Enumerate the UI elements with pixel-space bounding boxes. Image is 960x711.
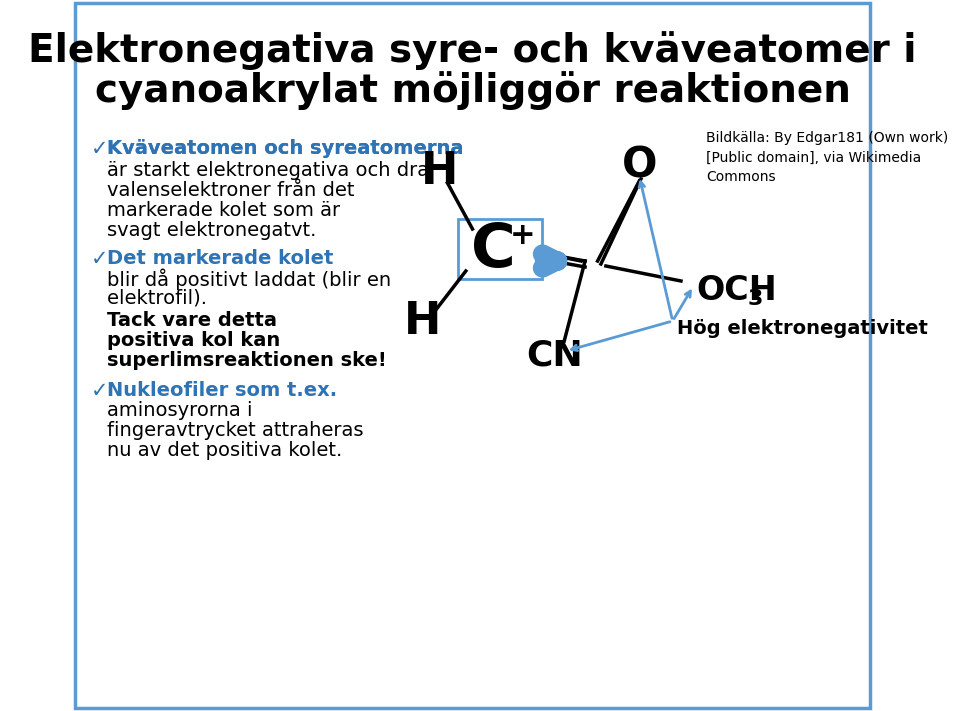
- Text: superlimsreaktionen ske!: superlimsreaktionen ske!: [108, 351, 387, 370]
- Text: CN: CN: [526, 339, 583, 373]
- Text: Det markerade kolet: Det markerade kolet: [108, 249, 334, 268]
- Text: elektrofil).: elektrofil).: [108, 289, 213, 308]
- Text: H: H: [420, 149, 458, 193]
- Text: C: C: [471, 222, 516, 281]
- Text: nu av det positiva kolet.: nu av det positiva kolet.: [108, 441, 343, 460]
- Text: Elektronegativa syre- och kväveatomer i: Elektronegativa syre- och kväveatomer i: [28, 31, 917, 70]
- Text: Kväveatomen och syreatomerna: Kväveatomen och syreatomerna: [108, 139, 464, 158]
- Text: Bildkälla: By Edgar181 (Own work)
[Public domain], via Wikimedia
Commons: Bildkälla: By Edgar181 (Own work) [Publi…: [706, 131, 948, 184]
- Text: valenselektroner från det: valenselektroner från det: [108, 181, 355, 200]
- Text: +: +: [510, 222, 536, 250]
- Text: Nukleofiler som t.ex.: Nukleofiler som t.ex.: [108, 381, 337, 400]
- Text: ✓: ✓: [90, 249, 108, 269]
- Text: Kväveatomen och syreatomerna: Kväveatomen och syreatomerna: [108, 139, 464, 158]
- Text: O: O: [621, 145, 657, 187]
- Text: ✓: ✓: [90, 139, 108, 159]
- Text: fingeravtrycket attraheras: fingeravtrycket attraheras: [108, 421, 364, 440]
- Text: OCH: OCH: [696, 274, 777, 307]
- Text: är starkt elektronegativa och drar: är starkt elektronegativa och drar: [108, 161, 438, 180]
- Text: svagt elektronegatvt.: svagt elektronegatvt.: [108, 221, 317, 240]
- Text: Tack vare detta: Tack vare detta: [108, 311, 277, 330]
- Text: markerade kolet som är: markerade kolet som är: [108, 201, 341, 220]
- Text: 3: 3: [748, 289, 763, 309]
- Text: positiva kol kan: positiva kol kan: [108, 331, 280, 350]
- Text: H: H: [404, 299, 442, 343]
- Text: aminosyrorna i: aminosyrorna i: [108, 401, 252, 420]
- Text: cyanoakrylat möjliggör reaktionen: cyanoakrylat möjliggör reaktionen: [95, 72, 851, 110]
- Text: blir då positivt laddat (blir en: blir då positivt laddat (blir en: [108, 269, 392, 291]
- Text: ✓: ✓: [90, 381, 108, 401]
- Text: Hög elektronegativitet: Hög elektronegativitet: [677, 319, 927, 338]
- Bar: [458, 219, 541, 279]
